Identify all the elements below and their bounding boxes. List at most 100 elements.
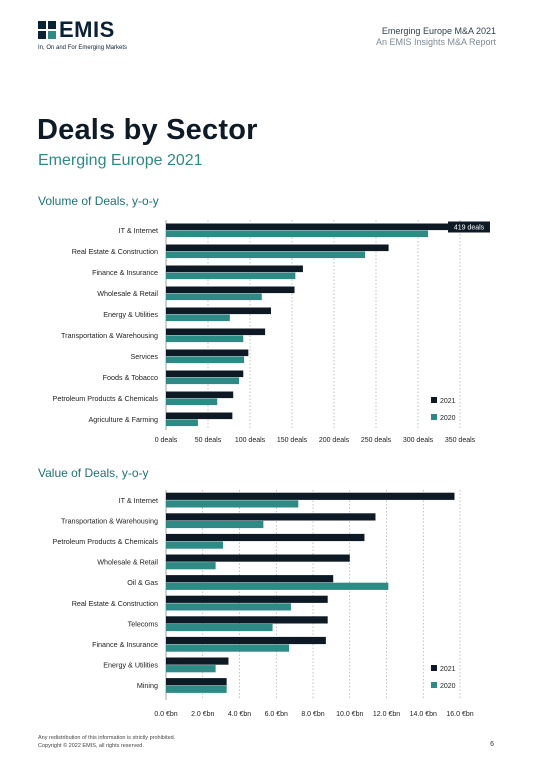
report-header: Emerging Europe M&A 2021 An EMIS Insight…: [376, 26, 496, 48]
legend-swatch-2020: [431, 682, 437, 688]
x-tick-label: 300 deals: [403, 437, 434, 444]
x-tick-label: 6.0 €bn: [265, 711, 288, 718]
bar-2021: [166, 391, 234, 399]
bar-2020: [166, 314, 230, 322]
bar-2020: [166, 520, 264, 529]
bar-2021: [166, 616, 328, 624]
x-tick-label: 100 deals: [235, 437, 266, 444]
footer-disclaimer: Any redistribution of this information i…: [38, 735, 176, 741]
annotation-box: [448, 221, 490, 233]
bar-2021: [166, 286, 295, 294]
bar-2021: [166, 636, 326, 645]
category-label: Transportation & Warehousing: [61, 331, 158, 340]
category-label: IT & Internet: [119, 496, 158, 505]
page-subtitle: Emerging Europe 2021: [38, 152, 203, 169]
category-label: Real Estate & Construction: [72, 247, 158, 256]
footer-copyright: Copyright © 2022 EMIS, all rights reserv…: [38, 743, 144, 749]
category-label: Finance & Insurance: [92, 640, 158, 649]
legend-swatch-2021: [431, 665, 437, 671]
x-tick-label: 0 deals: [155, 437, 178, 444]
category-label: Petroleum Products & Chemicals: [53, 394, 159, 403]
bar-2021: [166, 265, 303, 273]
x-tick-label: 2.0 €bn: [191, 711, 214, 718]
bar-2020: [166, 251, 366, 259]
bar-2020: [166, 230, 429, 238]
volume-of-deals-chart: 0 deals 50 deals 100 deals 150 deals 200 dea…: [53, 220, 490, 444]
bar-2021: [166, 244, 389, 252]
bar-2020: [166, 541, 223, 549]
legend-swatch-2021: [431, 397, 437, 403]
category-label: Wholesale & Retail: [97, 558, 158, 567]
x-tick-label: 10.0 €bn: [336, 711, 363, 718]
legend-label: 2020: [440, 415, 456, 422]
page-title: Deals by Sector: [37, 114, 258, 146]
emis-logo: EMIS In, On and For Emerging Markets: [38, 17, 158, 56]
value-of-deals-chart: 0.0 €bn 2.0 €bn 4.0 €bn 6.0 €bn 8.0 €bn 10.0 …: [53, 490, 474, 718]
x-tick-label: 12.0 €bn: [373, 711, 400, 718]
x-tick-label: 200 deals: [319, 437, 350, 444]
category-label: Oil & Gas: [127, 578, 158, 587]
bar-2021: [166, 412, 233, 420]
value-chart-title: Value of Deals, y-o-y: [38, 466, 149, 480]
bar-2021: [166, 370, 244, 378]
legend-label: 2021: [440, 398, 456, 405]
category-label: Petroleum Products & Chemicals: [53, 537, 159, 546]
bar-2020: [166, 419, 198, 427]
bar-2020: [166, 272, 296, 280]
category-label: Real Estate & Construction: [72, 599, 158, 608]
bar-2020: [166, 685, 227, 693]
x-tick-label: 350 deals: [445, 437, 476, 444]
emis-grid-icon: [38, 21, 56, 39]
bar-2020: [166, 377, 240, 385]
logo-tagline: In, On and For Emerging Markets: [38, 45, 128, 51]
x-tick-label: 50 deals: [195, 437, 222, 444]
bar-2020: [166, 500, 299, 508]
category-label: Transportation & Warehousing: [61, 516, 158, 525]
x-tick-label: 16.0 €bn: [446, 711, 473, 718]
bar-2020: [166, 603, 291, 611]
category-label: Foods & Tobacco: [103, 373, 158, 382]
bar-2020: [166, 644, 290, 652]
logo-wordmark: EMIS: [59, 17, 115, 42]
bar-2021: [166, 533, 365, 542]
bar-2020: [166, 293, 262, 301]
category-label: Telecoms: [128, 619, 159, 628]
bar-2020: [166, 623, 273, 632]
category-label: Agriculture & Farming: [88, 415, 158, 424]
volume-chart-title: Volume of Deals, y-o-y: [38, 194, 159, 208]
bar-2021: [166, 492, 455, 500]
x-tick-label: 4.0 €bn: [228, 711, 251, 718]
category-label: Wholesale & Retail: [97, 289, 158, 298]
page-number: 6: [490, 741, 494, 748]
legend-label: 2021: [440, 666, 456, 673]
category-label: Energy & Utilities: [103, 310, 158, 319]
report-title: Emerging Europe M&A 2021: [381, 26, 496, 36]
x-tick-label: 8.0 €bn: [301, 711, 324, 718]
bar-2020: [166, 562, 216, 570]
bar-2021: [166, 349, 249, 357]
x-tick-label: 0.0 €bn: [154, 711, 177, 718]
bar-2021: [166, 595, 328, 603]
bar-2021: [166, 307, 271, 315]
annotation-label: 419 deals: [454, 225, 485, 232]
bar-2021: [166, 678, 227, 686]
bar-2021: [166, 328, 266, 336]
footer: Any redistribution of this information i…: [38, 734, 175, 750]
bar-2021: [166, 223, 460, 231]
x-tick-label: 250 deals: [361, 437, 392, 444]
bar-2020: [166, 665, 216, 673]
category-label: Services: [130, 352, 158, 361]
bar-2020: [166, 335, 244, 343]
bar-2021: [166, 554, 350, 562]
bar-2020: [166, 582, 389, 590]
legend-swatch-2020: [431, 414, 437, 420]
category-label: IT & Internet: [119, 226, 158, 235]
legend-label: 2020: [440, 683, 456, 690]
bar-2021: [166, 513, 376, 521]
report-subtitle: An EMIS Insights M&A Report: [375, 37, 496, 47]
category-label: Energy & Utilities: [103, 661, 158, 670]
bar-2020: [166, 356, 245, 364]
x-tick-label: 14.0 €bn: [410, 711, 437, 718]
category-label: Finance & Insurance: [92, 268, 158, 277]
bar-2021: [166, 575, 334, 583]
